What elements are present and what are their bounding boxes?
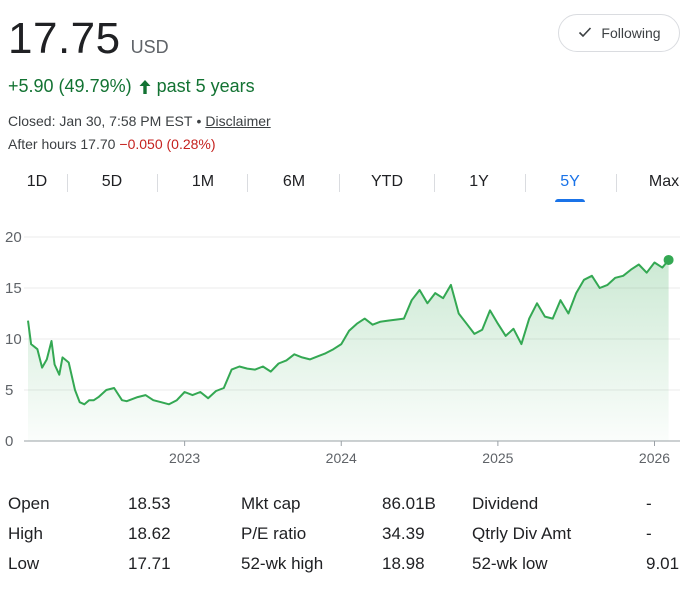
market-status: Closed: Jan 30, 7:58 PM EST • Disclaimer <box>8 113 271 129</box>
stat-value-low: 17.71 <box>128 554 171 573</box>
tab-divider <box>247 174 248 192</box>
after-hours-change: −0.050 (0.28%) <box>119 136 216 152</box>
stats-row: Open 18.53 Mkt cap 86.01B Dividend - <box>8 494 688 516</box>
stat-value-open: 18.53 <box>128 494 171 513</box>
y-tick-label: 0 <box>5 433 13 450</box>
stats-row: Low 17.71 52-wk high 18.98 52-wk low 9.0… <box>8 554 688 576</box>
current-price: 17.75 <box>8 14 121 63</box>
closed-time: Closed: Jan 30, 7:58 PM EST <box>8 113 193 129</box>
stat-label-low: Low <box>8 554 40 573</box>
price-chart[interactable]: 20 15 10 5 0 2023 2024 2025 2026 <box>0 222 698 474</box>
stat-label-dividend: Dividend <box>472 494 539 513</box>
change-period: past 5 years <box>156 76 255 96</box>
price-line <box>27 259 670 406</box>
y-tick-label: 20 <box>5 229 22 246</box>
separator-dot: • <box>196 113 202 129</box>
stat-label-52wk-low: 52-wk low <box>472 554 548 573</box>
tab-5d[interactable]: 5D <box>101 173 123 190</box>
y-tick-label: 15 <box>5 280 22 297</box>
after-hours: After hours 17.70 −0.050 (0.28%) <box>8 136 216 152</box>
stat-label-qtrly-div: Qtrly Div Amt <box>472 524 572 543</box>
tab-ytd[interactable]: YTD <box>371 173 403 190</box>
following-label: Following <box>601 25 661 41</box>
stat-value-52wk-low: 9.01 <box>646 554 680 573</box>
tab-divider <box>339 174 340 192</box>
quote-header: 17.75 USD <box>8 14 169 64</box>
tab-max[interactable]: Max <box>648 173 680 190</box>
tab-5y[interactable]: 5Y <box>533 164 607 202</box>
after-hours-price: After hours 17.70 <box>8 136 116 152</box>
tab-1d[interactable]: 1D <box>26 173 48 190</box>
price-change: +5.90 (49.79%) past 5 years <box>8 76 255 97</box>
range-tabs: 1D 5D 1M 6M YTD 1Y 5Y Max <box>0 164 698 202</box>
following-button[interactable]: Following <box>558 14 680 52</box>
x-tick-label: 2024 <box>326 450 357 466</box>
tab-divider <box>434 174 435 192</box>
change-value: +5.90 (49.79%) <box>8 76 132 96</box>
stats-row: High 18.62 P/E ratio 34.39 Qtrly Div Amt… <box>8 524 688 546</box>
stat-label-mkt-cap: Mkt cap <box>241 494 301 513</box>
y-tick-label: 5 <box>5 382 13 399</box>
x-tick-label: 2025 <box>482 450 513 466</box>
latest-price-dot <box>663 254 674 265</box>
tab-divider <box>616 174 617 192</box>
x-tick-label: 2023 <box>169 450 200 466</box>
stat-label-open: Open <box>8 494 50 513</box>
stat-value-mkt-cap: 86.01B <box>382 494 436 513</box>
stat-label-pe-ratio: P/E ratio <box>241 524 307 543</box>
price-area <box>28 260 669 441</box>
stat-value-high: 18.62 <box>128 524 171 543</box>
tab-1y[interactable]: 1Y <box>469 173 489 190</box>
tab-divider <box>525 174 526 192</box>
disclaimer-link[interactable]: Disclaimer <box>205 113 271 129</box>
currency-label: USD <box>130 37 169 57</box>
stat-label-52wk-high: 52-wk high <box>241 554 324 573</box>
tab-6m[interactable]: 6M <box>282 173 306 190</box>
check-icon <box>577 24 593 43</box>
x-tick-label: 2026 <box>639 450 670 466</box>
arrow-up-icon <box>138 79 152 95</box>
stat-value-52wk-high: 18.98 <box>382 554 425 573</box>
stat-value-dividend: - <box>646 494 652 513</box>
tab-1m[interactable]: 1M <box>191 173 215 190</box>
tab-divider <box>67 174 68 192</box>
tab-divider <box>157 174 158 192</box>
stat-value-pe-ratio: 34.39 <box>382 524 425 543</box>
stat-label-high: High <box>8 524 43 543</box>
y-tick-label: 10 <box>5 331 22 348</box>
stat-value-qtrly-div: - <box>646 524 652 543</box>
